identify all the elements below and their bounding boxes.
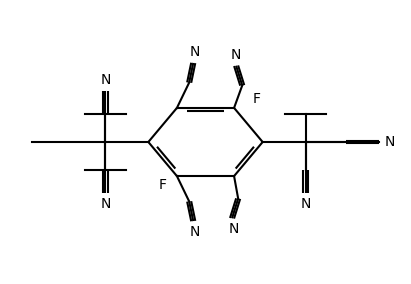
Text: F: F [159, 178, 167, 191]
Text: N: N [190, 45, 201, 59]
Text: N: N [300, 197, 311, 211]
Text: N: N [100, 197, 111, 211]
Text: N: N [100, 73, 111, 87]
Text: N: N [229, 222, 239, 237]
Text: N: N [385, 135, 395, 149]
Text: F: F [252, 93, 261, 106]
Text: N: N [190, 225, 201, 239]
Text: N: N [231, 47, 241, 62]
